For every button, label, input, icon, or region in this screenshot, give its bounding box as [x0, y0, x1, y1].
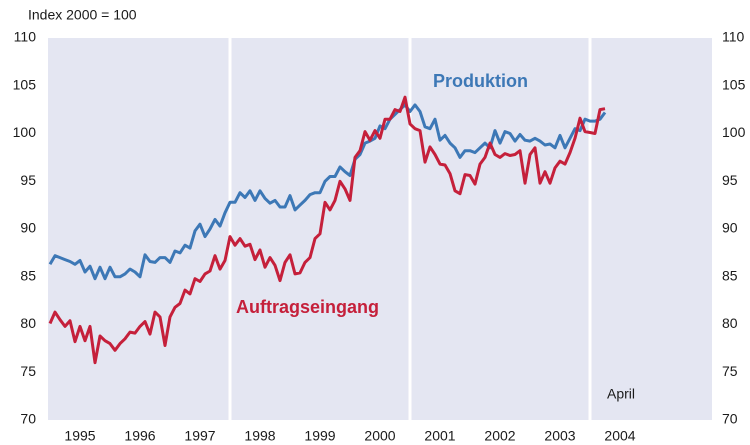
series-label: Produktion [433, 71, 528, 91]
x-tick-label: 1997 [184, 428, 215, 444]
y-tick-label: 95 [20, 172, 36, 188]
y2-tick-label: 100 [722, 124, 746, 140]
x-tick-label: 2004 [604, 428, 635, 444]
y-tick-label: 90 [20, 220, 36, 236]
y-tick-label: 110 [14, 29, 37, 45]
y-tick-label: 85 [20, 267, 36, 283]
x-tick-label: 1995 [64, 428, 95, 444]
x-tick-label: 1999 [304, 428, 335, 444]
series-label: Auftragseingang [236, 297, 379, 317]
x-tick-label: 1998 [244, 428, 275, 444]
y2-tick-label: 105 [722, 76, 746, 92]
x-tick-label: 2003 [544, 428, 575, 444]
plot-background [48, 38, 712, 420]
y2-tick-label: 95 [722, 172, 738, 188]
y-tick-label: 105 [13, 76, 37, 92]
series-line [48, 103, 607, 281]
y-tick-label: 100 [13, 124, 37, 140]
series-line [48, 95, 606, 365]
chart-subtitle: Index 2000 = 100 [28, 7, 137, 23]
y2-tick-label: 110 [722, 29, 745, 45]
x-tick-label: 2000 [364, 428, 395, 444]
x-tick-label: 1996 [124, 428, 155, 444]
y-tick-label: 75 [20, 363, 36, 379]
y-tick-label: 70 [20, 411, 36, 427]
annotation: April [607, 386, 635, 402]
y2-tick-label: 70 [722, 411, 738, 427]
y2-tick-label: 90 [722, 220, 738, 236]
y2-tick-label: 85 [722, 267, 738, 283]
x-tick-label: 2002 [484, 428, 515, 444]
y2-tick-label: 80 [722, 315, 738, 331]
y-tick-label: 80 [20, 315, 36, 331]
x-tick-label: 2001 [424, 428, 455, 444]
y2-tick-label: 75 [722, 363, 738, 379]
